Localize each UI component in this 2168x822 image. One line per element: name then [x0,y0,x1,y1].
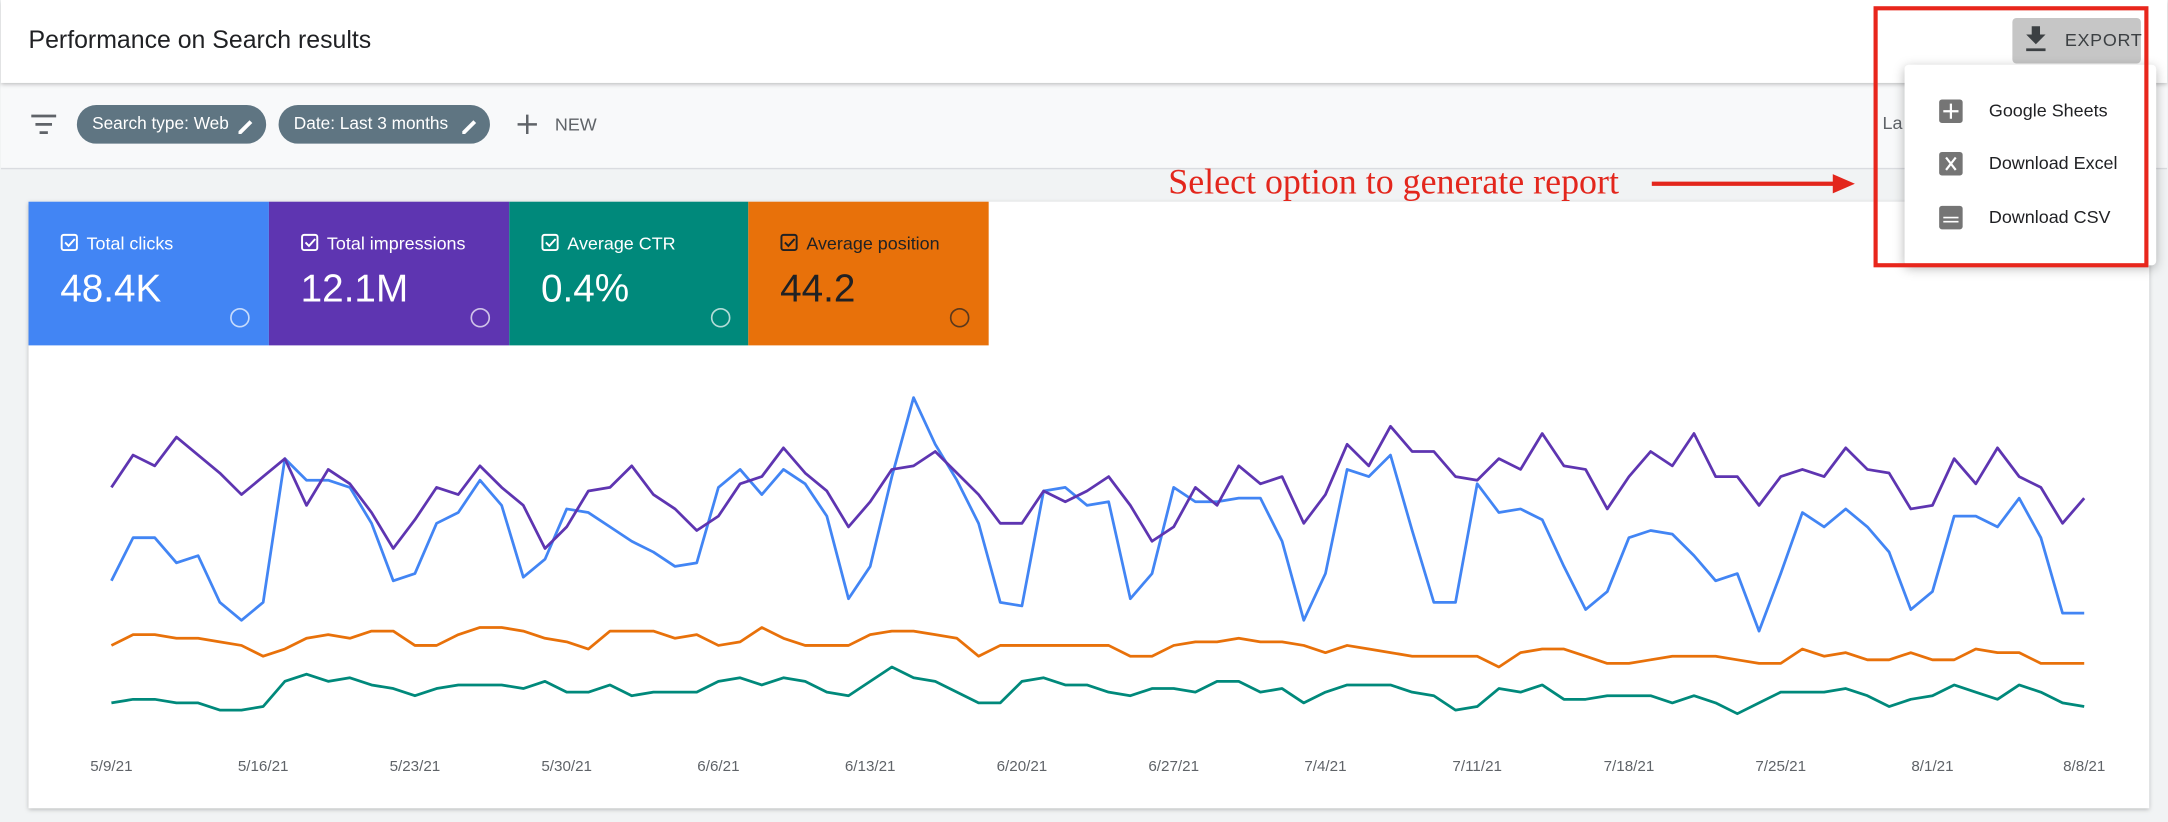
page-title: Performance on Search results [29,26,372,54]
chip-label[interactable]: Search type: Web [92,113,229,133]
help-icon[interactable] [470,307,491,328]
menu-item[interactable]: Download Excel [1989,153,2118,173]
metric-tile[interactable]: Total impressions 12.1M [268,201,510,346]
export-button-bg[interactable] [2012,17,2141,64]
x-tick-label: 5/9/21 [90,758,132,775]
chip-bg[interactable] [76,104,267,144]
tile-label: Average position [806,233,939,253]
series-line [111,665,2085,716]
export-label[interactable]: EXPORT [2065,30,2143,50]
plot: 5/9/21 5/16/21 5/23/21 5/30/21 6/6/21 6/13/21… [90,396,2105,775]
help-icon[interactable] [949,307,970,328]
tile-label: Total clicks [87,233,174,253]
metric-tiles: Total clicks 48.4K Total impressions 12.1M A… [28,201,989,346]
tile-label: Total impressions [327,233,466,253]
tile-bg[interactable] [28,201,269,346]
x-tick-label: 7/18/21 [1604,758,1655,775]
checkbox[interactable] [541,233,559,252]
tile-bg[interactable] [748,201,989,346]
checkbox[interactable] [60,233,78,252]
check [545,238,557,248]
edit-icon [238,120,253,135]
check [64,238,76,248]
series-line [110,424,2086,550]
help-icon[interactable] [230,307,250,328]
clipped-label: La [1883,113,1903,133]
tile-value: 48.4K [60,268,161,311]
sheets-icon-glyph [1943,103,1959,119]
series-line [110,396,2085,633]
x-tick-label: 6/13/21 [845,758,896,775]
arrow-head [1832,174,1855,194]
check [784,238,796,248]
checkbox[interactable] [301,233,319,252]
x-tick-label: 5/23/21 [390,758,441,775]
series-line [110,626,2085,669]
edit-icon [462,120,477,135]
excel-icon-glyph [1945,156,1957,171]
menu-item[interactable]: Google Sheets [1989,101,2108,121]
check [304,238,316,248]
csv-icon-glyph [1943,216,1959,223]
new-filter[interactable]: NEW [555,114,597,134]
plus-icon [517,114,537,135]
annotation: Select option to generate report [1168,161,1619,201]
x-tick-label: 7/4/21 [1304,758,1346,775]
x-tick-label: 5/16/21 [238,758,289,775]
tile-bg[interactable] [509,201,749,346]
x-tick-label: 7/25/21 [1755,758,1806,775]
export-button[interactable]: EXPORT [2012,17,2143,64]
checkbox[interactable] [780,233,798,252]
header-bar [0,0,2168,83]
metric-tile[interactable]: Average CTR 0.4% [509,201,749,346]
x-tick-label: 8/8/21 [2063,758,2105,775]
chip[interactable]: Search type: Web [76,104,267,144]
highlight-box [1873,6,2149,268]
export-menu: Google Sheets Download Excel Download CS… [1904,64,2157,266]
menu-bg [1904,64,2157,266]
chip-label[interactable]: Date: Last 3 months [294,113,448,133]
help-icon[interactable] [710,307,731,328]
menu-item[interactable]: Download CSV [1989,207,2111,227]
x-tick-label: 6/27/21 [1148,758,1199,775]
x-tick-label: 6/20/21 [997,758,1048,775]
filter-icon[interactable] [31,114,57,135]
metric-tile[interactable]: Average position 44.2 [748,201,989,346]
x-tick-label: 7/11/21 [1452,758,1502,775]
tile-value: 12.1M [301,268,408,311]
chip-bg[interactable] [278,104,490,144]
download-icon [2026,26,2046,52]
tile-value: 44.2 [780,268,855,311]
metric-tile[interactable]: Total clicks 48.4K [28,201,269,346]
x-tick-label: 6/6/21 [697,758,739,775]
x-tick-label: 8/1/21 [1911,758,1953,775]
tile-label: Average CTR [567,233,675,253]
tile-bg[interactable] [268,201,510,346]
tile-value: 0.4% [541,268,629,311]
chip[interactable]: Date: Last 3 months [278,104,490,144]
x-tick-label: 5/30/21 [541,758,592,775]
